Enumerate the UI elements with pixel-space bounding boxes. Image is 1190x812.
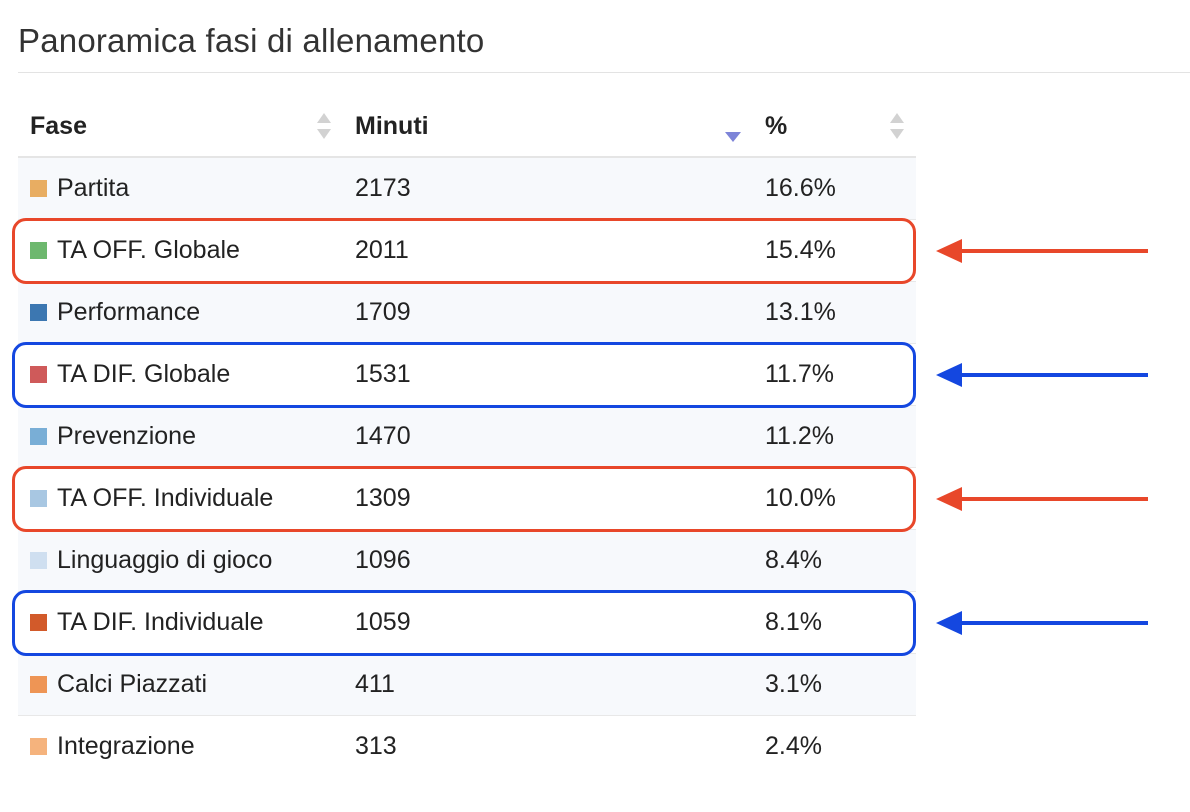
arrow-left-icon: [936, 610, 1148, 635]
cell-minuti: 2011: [343, 219, 753, 282]
color-swatch-icon: [30, 428, 47, 445]
column-header-label: %: [765, 111, 788, 140]
table-row: Performance 1709 13.1%: [18, 281, 916, 344]
column-header-percent[interactable]: %: [753, 96, 916, 158]
phase-label: TA DIF. Individuale: [57, 608, 264, 636]
cell-minuti: 2173: [343, 157, 753, 220]
color-swatch-icon: [30, 304, 47, 321]
column-header-label: Fase: [30, 111, 87, 140]
cell-minuti: 1059: [343, 591, 753, 654]
color-swatch-icon: [30, 490, 47, 507]
table-row: Partita 2173 16.6%: [18, 157, 916, 220]
cell-percent: 15.4%: [753, 219, 916, 282]
phases-table: Fase Minuti % Partita 2173 16.6% TA OFF. Gl…: [18, 96, 916, 777]
cell-minuti: 1096: [343, 529, 753, 592]
color-swatch-icon: [30, 180, 47, 197]
column-header-label: Minuti: [355, 111, 429, 140]
arrow-left-icon: [936, 362, 1148, 387]
cell-fase: TA DIF. Globale: [18, 343, 343, 406]
phase-label: TA DIF. Globale: [57, 360, 231, 388]
color-swatch-icon: [30, 614, 47, 631]
color-swatch-icon: [30, 242, 47, 259]
table-row: TA OFF. Individuale 1309 10.0%: [18, 467, 916, 530]
color-swatch-icon: [30, 366, 47, 383]
cell-fase: Prevenzione: [18, 405, 343, 468]
color-swatch-icon: [30, 738, 47, 755]
phase-label: Linguaggio di gioco: [57, 546, 273, 574]
table-row: TA OFF. Globale 2011 15.4%: [18, 219, 916, 282]
arrow-left-icon: [936, 238, 1148, 263]
cell-fase: Performance: [18, 281, 343, 344]
page-title: Panoramica fasi di allenamento: [18, 22, 485, 59]
cell-percent: 13.1%: [753, 281, 916, 344]
cell-fase: Linguaggio di gioco: [18, 529, 343, 592]
cell-percent: 11.2%: [753, 405, 916, 468]
cell-percent: 16.6%: [753, 157, 916, 220]
arrow-left-icon: [936, 486, 1148, 511]
table-row: TA DIF. Globale 1531 11.7%: [18, 343, 916, 406]
cell-percent: 10.0%: [753, 467, 916, 530]
cell-percent: 8.4%: [753, 529, 916, 592]
color-swatch-icon: [30, 552, 47, 569]
sort-unsorted-icon: [317, 112, 331, 140]
phase-label: Partita: [57, 174, 130, 202]
cell-minuti: 1309: [343, 467, 753, 530]
cell-minuti: 1531: [343, 343, 753, 406]
phase-label: TA OFF. Individuale: [57, 484, 274, 512]
sort-descending-icon: [725, 132, 741, 142]
cell-fase: Calci Piazzati: [18, 653, 343, 716]
cell-fase: TA DIF. Individuale: [18, 591, 343, 654]
cell-fase: TA OFF. Globale: [18, 219, 343, 282]
cell-fase: TA OFF. Individuale: [18, 467, 343, 530]
phase-label: Calci Piazzati: [57, 670, 208, 698]
cell-fase: Partita: [18, 157, 343, 220]
cell-percent: 11.7%: [753, 343, 916, 406]
table-row: Linguaggio di gioco 1096 8.4%: [18, 529, 916, 592]
table-row: Prevenzione 1470 11.2%: [18, 405, 916, 468]
phase-label: TA OFF. Globale: [57, 236, 240, 264]
phase-label: Integrazione: [57, 732, 195, 760]
column-header-minuti[interactable]: Minuti: [343, 96, 753, 158]
cell-percent: 2.4%: [753, 715, 916, 777]
cell-minuti: 1470: [343, 405, 753, 468]
column-header-fase[interactable]: Fase: [18, 96, 343, 158]
cell-minuti: 313: [343, 715, 753, 777]
phase-label: Performance: [57, 298, 201, 326]
cell-fase: Integrazione: [18, 715, 343, 777]
cell-minuti: 1709: [343, 281, 753, 344]
table-row: TA DIF. Individuale 1059 8.1%: [18, 591, 916, 654]
sort-unsorted-icon: [890, 112, 904, 140]
cell-percent: 3.1%: [753, 653, 916, 716]
table-header-row: Fase Minuti %: [18, 96, 916, 158]
cell-minuti: 411: [343, 653, 753, 716]
title-divider: [18, 72, 1190, 73]
table-row: Calci Piazzati 411 3.1%: [18, 653, 916, 716]
cell-percent: 8.1%: [753, 591, 916, 654]
table-row: Integrazione 313 2.4%: [18, 715, 916, 777]
phase-label: Prevenzione: [57, 422, 196, 450]
color-swatch-icon: [30, 676, 47, 693]
